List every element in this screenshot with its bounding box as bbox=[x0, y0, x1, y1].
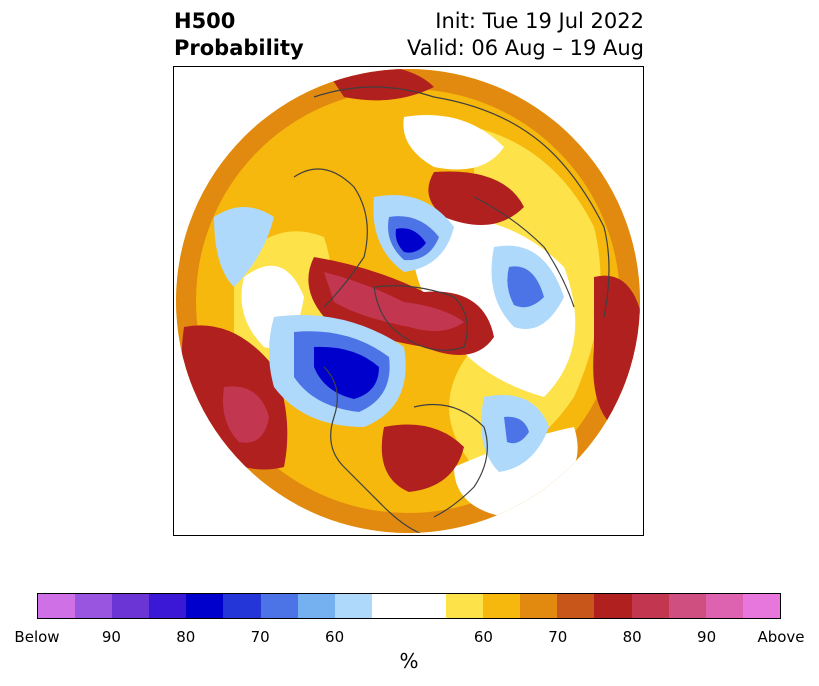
probability-map bbox=[176, 69, 640, 533]
colorbar-cell bbox=[557, 594, 595, 618]
colorbar-cell bbox=[334, 594, 372, 618]
colorbar-tick-label: 80 bbox=[176, 628, 196, 646]
colorbar-tick-label: 60 bbox=[473, 628, 493, 646]
title-init-date: Init: Tue 19 Jul 2022 bbox=[435, 9, 644, 33]
colorbar-cell bbox=[594, 594, 632, 618]
blue-anomaly-west-light bbox=[214, 207, 274, 287]
colorbar-tick-label: Below bbox=[14, 628, 60, 646]
colorbar-cell bbox=[446, 594, 484, 618]
colorbar-unit: % bbox=[399, 649, 419, 673]
chart-title-right: Init: Tue 19 Jul 2022 Valid: 06 Aug – 19… bbox=[407, 8, 644, 62]
colorbar-cell bbox=[223, 594, 261, 618]
colorbar-tick-label: 90 bbox=[697, 628, 717, 646]
colorbar-cell bbox=[260, 594, 298, 618]
title-variable: H500 bbox=[174, 9, 236, 33]
colorbar-tick-label: 70 bbox=[250, 628, 270, 646]
colorbar-cell bbox=[75, 594, 113, 618]
colorbar-cell bbox=[705, 594, 743, 618]
colorbar-cell bbox=[149, 594, 187, 618]
blue-anomaly-canada-deep bbox=[314, 346, 379, 399]
colorbar-cell bbox=[742, 594, 780, 618]
red-anomaly-south bbox=[381, 424, 464, 492]
title-type: Probability bbox=[174, 36, 304, 60]
colorbar-tick-label: 70 bbox=[548, 628, 568, 646]
colorbar-cell bbox=[186, 594, 224, 618]
blue-anomaly-north-deep bbox=[395, 228, 426, 253]
colorbar-legend bbox=[37, 593, 781, 619]
colorbar-tick-label: 90 bbox=[101, 628, 121, 646]
magenta-anomaly-central bbox=[324, 272, 464, 331]
neutral-area-north bbox=[403, 115, 504, 170]
colorbar-tick-label: 80 bbox=[622, 628, 642, 646]
blue-anomaly-atlantic-mid bbox=[504, 416, 529, 444]
colorbar-cell bbox=[668, 594, 706, 618]
coastlines bbox=[293, 86, 610, 533]
colorbar-cell bbox=[520, 594, 558, 618]
red-anomaly-east bbox=[593, 275, 640, 427]
colorbar-tick-label: 60 bbox=[325, 628, 345, 646]
blue-anomaly-east-mid bbox=[507, 266, 544, 308]
probability-field bbox=[176, 69, 640, 533]
colorbar-cell bbox=[38, 594, 76, 618]
colorbar-cell bbox=[371, 594, 409, 618]
colorbar-tick-label: Above bbox=[757, 628, 805, 646]
colorbar-cell bbox=[483, 594, 521, 618]
colorbar-cell bbox=[408, 594, 447, 618]
colorbar-cell bbox=[297, 594, 335, 618]
colorbar-cell bbox=[112, 594, 150, 618]
magenta-anomaly-pacific bbox=[223, 386, 269, 443]
chart-title-left: H500 Probability bbox=[174, 8, 304, 62]
polar-map-panel bbox=[173, 66, 644, 536]
title-valid-range: Valid: 06 Aug – 19 Aug bbox=[406, 36, 644, 60]
colorbar-cell bbox=[631, 594, 669, 618]
